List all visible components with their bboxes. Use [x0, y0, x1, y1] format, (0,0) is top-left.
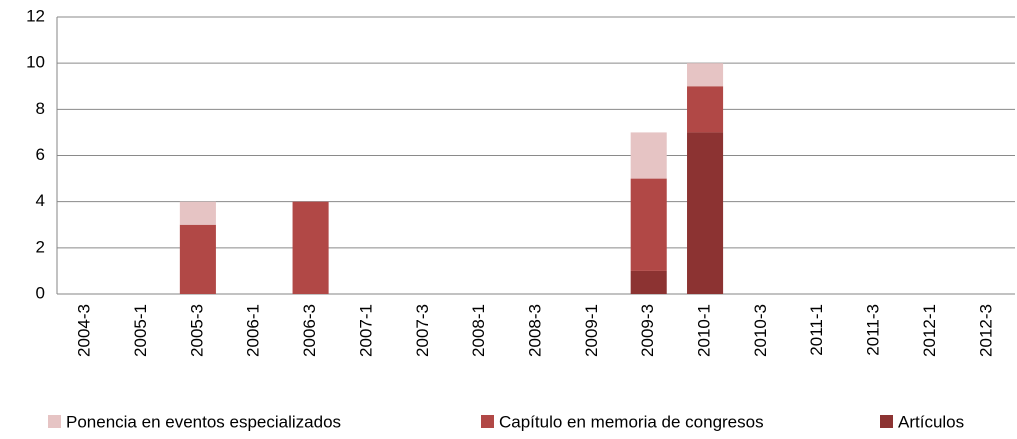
bar	[687, 132, 724, 294]
y-tick-label: 12	[26, 6, 45, 25]
y-tick-label: 8	[36, 99, 45, 118]
x-tick-label: 2009-3	[638, 304, 657, 357]
bar	[292, 201, 329, 294]
x-tick-label: 2007-1	[356, 304, 375, 357]
bar	[687, 86, 724, 133]
legend-swatch	[481, 415, 494, 428]
x-tick-label: 2009-1	[582, 304, 601, 357]
legend-label: Artículos	[898, 412, 964, 431]
y-tick-label: 0	[36, 283, 45, 302]
bar	[630, 178, 667, 271]
x-tick-label: 2007-3	[413, 304, 432, 357]
legend-swatch	[48, 415, 61, 428]
y-tick-label: 10	[26, 53, 45, 72]
x-tick-label: 2008-1	[469, 304, 488, 357]
legend-swatch	[880, 415, 893, 428]
legend-label: Ponencia en eventos especializados	[66, 412, 341, 431]
x-tick-label: 2010-3	[751, 304, 770, 357]
y-tick-label: 2	[36, 237, 45, 256]
x-tick-label: 2005-3	[187, 304, 206, 357]
x-tick-label: 2006-1	[244, 304, 263, 357]
bar	[630, 270, 667, 294]
bar	[179, 224, 216, 294]
x-tick-label: 2011-1	[807, 304, 826, 356]
x-tick-label: 2012-3	[976, 304, 995, 357]
x-tick-label: 2004-3	[75, 304, 94, 357]
x-tick-label: 2010-1	[695, 304, 714, 357]
bar	[687, 63, 724, 87]
bar	[630, 132, 667, 179]
legend-label: Capítulo en memoria de congresos	[499, 412, 764, 431]
x-tick-label: 2011-3	[864, 304, 883, 356]
x-tick-label: 2006-3	[300, 304, 319, 357]
x-tick-label: 2008-3	[525, 304, 544, 357]
y-tick-label: 6	[36, 145, 45, 164]
x-tick-label: 2012-1	[920, 304, 939, 357]
y-tick-label: 4	[36, 191, 45, 210]
x-tick-label: 2005-1	[131, 304, 150, 357]
bar	[179, 201, 216, 225]
